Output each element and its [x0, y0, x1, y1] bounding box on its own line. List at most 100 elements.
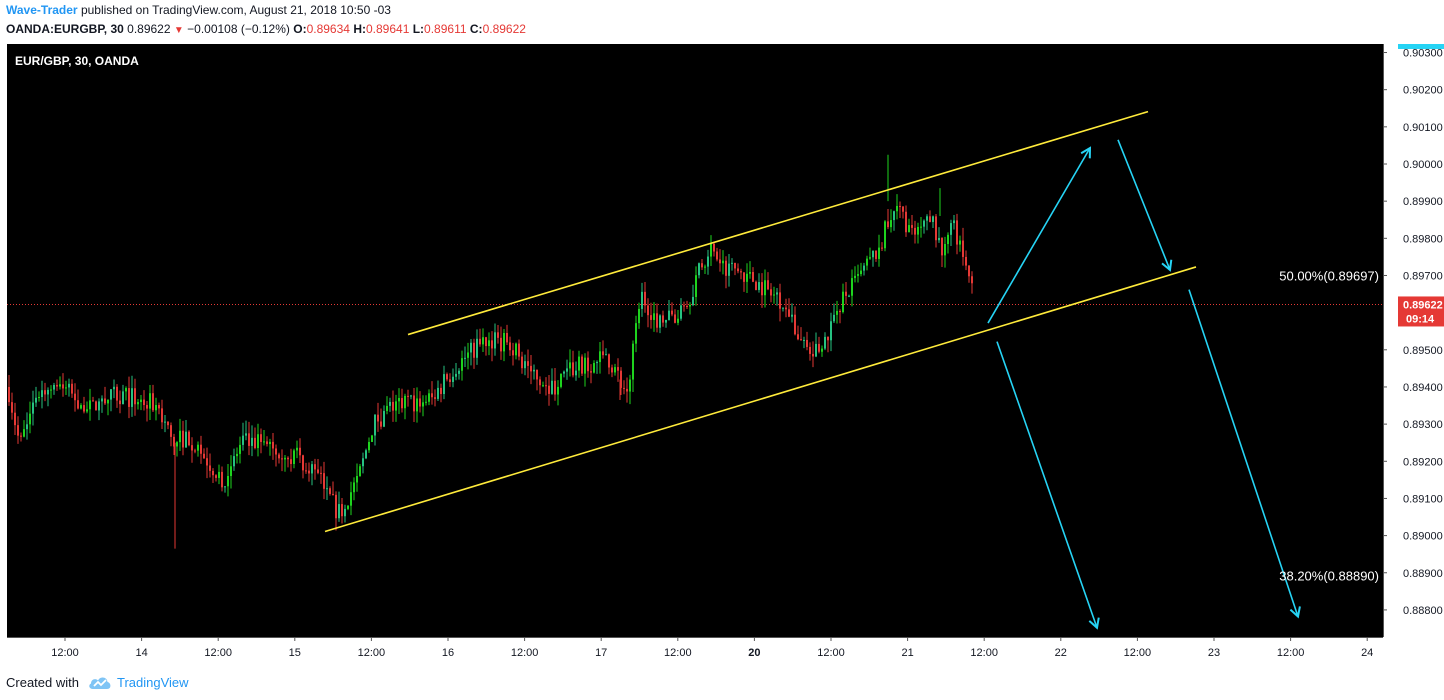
candle-body: [659, 315, 661, 328]
last-price-tag-label: 0.89622: [1403, 299, 1443, 311]
candle-body: [758, 282, 760, 290]
candle: [785, 298, 787, 318]
candle: [263, 430, 265, 446]
candle-body: [494, 332, 496, 349]
chart-area[interactable]: 50.00%(0.89697) 38.20%(0.88890) EUR/GBP, …: [0, 44, 1444, 666]
candle: [50, 385, 52, 399]
candle-body: [569, 362, 571, 369]
candle: [557, 380, 559, 406]
candle-body: [914, 227, 916, 235]
publish-line: Wave-Trader published on TradingView.com…: [6, 3, 391, 17]
candle: [410, 394, 412, 400]
projection-arrow[interactable]: [1117, 139, 1170, 270]
candle: [668, 299, 670, 321]
candle-body: [17, 425, 19, 436]
candle: [275, 444, 277, 467]
published-text: published on TradingView.com, August 21,…: [80, 3, 391, 17]
candle-body: [689, 305, 691, 307]
candle-body: [323, 473, 325, 489]
candle-body: [35, 397, 37, 403]
candle-body: [854, 275, 856, 279]
candle: [11, 392, 13, 420]
candle-body: [791, 314, 793, 317]
candle: [386, 396, 388, 415]
candle: [194, 448, 196, 454]
candle: [455, 362, 457, 381]
candle: [959, 235, 961, 252]
candle: [272, 432, 274, 460]
candle-body: [143, 399, 145, 406]
candle: [545, 377, 547, 396]
candle-body: [200, 444, 202, 454]
candle: [704, 264, 706, 274]
candle-body: [950, 223, 952, 235]
channel-line[interactable]: [324, 266, 1197, 533]
candle: [836, 300, 838, 324]
candle: [539, 376, 541, 394]
candle: [350, 481, 352, 516]
candle: [371, 434, 373, 442]
candle: [101, 395, 103, 413]
candle-body: [863, 265, 865, 271]
candle: [14, 402, 16, 435]
x-tick-label: 21: [901, 647, 913, 659]
candle-body: [296, 447, 298, 451]
candle: [155, 397, 157, 421]
projection-arrow[interactable]: [996, 341, 1097, 628]
candle: [206, 447, 208, 479]
channel-line[interactable]: [407, 110, 1149, 336]
candle: [764, 269, 766, 308]
candle: [302, 454, 304, 479]
candle-body: [278, 454, 280, 459]
candle-body: [233, 456, 235, 467]
candle: [740, 268, 742, 280]
candle-body: [749, 272, 751, 274]
candle: [470, 338, 472, 366]
candle-body: [908, 225, 910, 233]
candle-body: [305, 470, 307, 472]
candle: [893, 210, 895, 231]
candle-body: [476, 338, 478, 358]
candle: [35, 386, 37, 407]
candle: [839, 309, 841, 324]
candle-body: [224, 486, 226, 488]
projection-arrow[interactable]: [1188, 289, 1298, 617]
candle-body: [230, 466, 232, 477]
candle: [434, 389, 436, 407]
candle-body: [734, 262, 736, 269]
candle: [593, 360, 595, 374]
candle: [509, 336, 511, 356]
candle: [29, 401, 31, 434]
candle: [203, 448, 205, 459]
candle: [821, 345, 823, 357]
candle-body: [431, 393, 433, 398]
candle: [566, 359, 568, 380]
candle-body: [473, 342, 475, 358]
candle: [248, 421, 250, 456]
candle: [887, 209, 889, 230]
candle-body: [119, 400, 121, 405]
tradingview-link[interactable]: TradingView: [117, 675, 189, 690]
candle-body: [416, 398, 418, 412]
candle: [92, 396, 94, 402]
candle: [650, 302, 652, 329]
candle-body: [866, 258, 868, 266]
candle-body: [455, 373, 457, 377]
candle: [44, 382, 46, 402]
candle-body: [341, 504, 343, 517]
candle-body: [548, 385, 550, 394]
candle-body: [770, 289, 772, 296]
candle-body: [176, 442, 178, 447]
y-tick-label: 0.89900: [1403, 196, 1443, 208]
x-tick-label: 12:00: [358, 647, 386, 659]
author-link[interactable]: Wave-Trader: [6, 3, 78, 17]
candlestick-chart[interactable]: 50.00%(0.89697) 38.20%(0.88890) EUR/GBP, …: [0, 44, 1444, 666]
candle-body: [743, 272, 745, 282]
candle: [896, 194, 898, 220]
candle: [476, 329, 478, 365]
candle: [947, 232, 949, 254]
projection-arrow[interactable]: [987, 148, 1090, 324]
candle: [512, 342, 514, 366]
candle: [575, 361, 577, 381]
candle: [116, 384, 118, 408]
